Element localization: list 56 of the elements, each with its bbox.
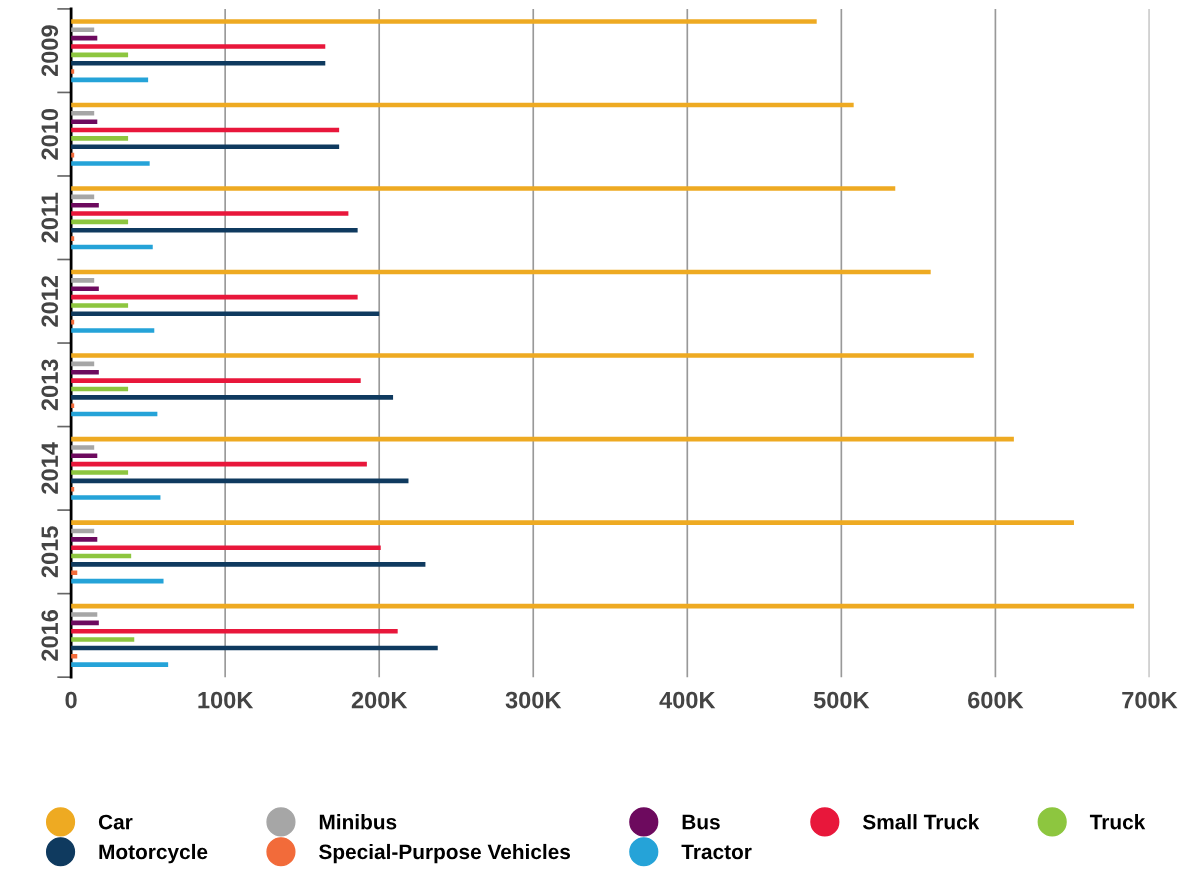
x-tick-label: 700K	[1122, 691, 1178, 709]
bar	[71, 286, 99, 292]
bar	[71, 369, 99, 375]
bar	[71, 19, 817, 24]
x-tick-label: 200K	[351, 691, 408, 709]
x-tick-label: 600K	[968, 691, 1024, 709]
x-tick-label: 0	[65, 691, 77, 709]
bar	[71, 202, 99, 208]
legend-label: Special-Purpose Vehicles	[319, 843, 571, 864]
x-tick-label: 300K	[505, 691, 562, 709]
bar	[71, 119, 98, 124]
bar	[71, 545, 381, 550]
bar	[71, 27, 95, 33]
bar	[71, 111, 95, 116]
bar	[71, 537, 98, 542]
bar	[71, 211, 349, 216]
bar	[71, 628, 398, 634]
y-tick-label: 2013	[41, 359, 59, 411]
bar	[71, 278, 95, 283]
x-tick-label: 500K	[813, 691, 870, 709]
y-tick-label: 2009	[41, 25, 59, 77]
bar	[71, 612, 98, 617]
bar	[71, 328, 155, 333]
bar	[71, 662, 169, 667]
bar	[71, 144, 340, 150]
bar	[71, 470, 129, 475]
bar	[71, 520, 1074, 525]
y-tick-label: 2012	[41, 275, 59, 327]
x-tick-label: 100K	[198, 691, 254, 709]
legend-label: Minibus	[319, 814, 397, 830]
legend-label: Car	[98, 814, 133, 830]
bar	[71, 378, 361, 383]
bar	[71, 353, 974, 358]
y-tick-label: 2014	[41, 442, 59, 494]
bar	[71, 136, 129, 141]
bar	[71, 395, 394, 400]
y-tick-label: 2011	[41, 192, 59, 243]
legend-label: Small Truck	[862, 814, 980, 830]
y-tick-label: 2016	[41, 609, 59, 661]
legend-label: Truck	[1089, 814, 1146, 830]
y-tick-label: 2015	[41, 526, 59, 578]
legend-label: Bus	[682, 814, 720, 830]
bar	[71, 303, 129, 308]
legend-label: Tractor	[681, 844, 752, 860]
bar	[71, 186, 896, 191]
bar	[71, 161, 150, 166]
x-tick-label: 400K	[659, 691, 716, 709]
bar	[71, 227, 358, 233]
bar	[71, 562, 426, 567]
bar	[71, 44, 326, 49]
legend-label: Motorcycle	[99, 843, 208, 864]
y-tick-label: 2010	[41, 108, 59, 160]
bar	[71, 60, 326, 66]
bar	[71, 445, 95, 450]
bar	[71, 495, 161, 500]
bar	[71, 637, 135, 642]
